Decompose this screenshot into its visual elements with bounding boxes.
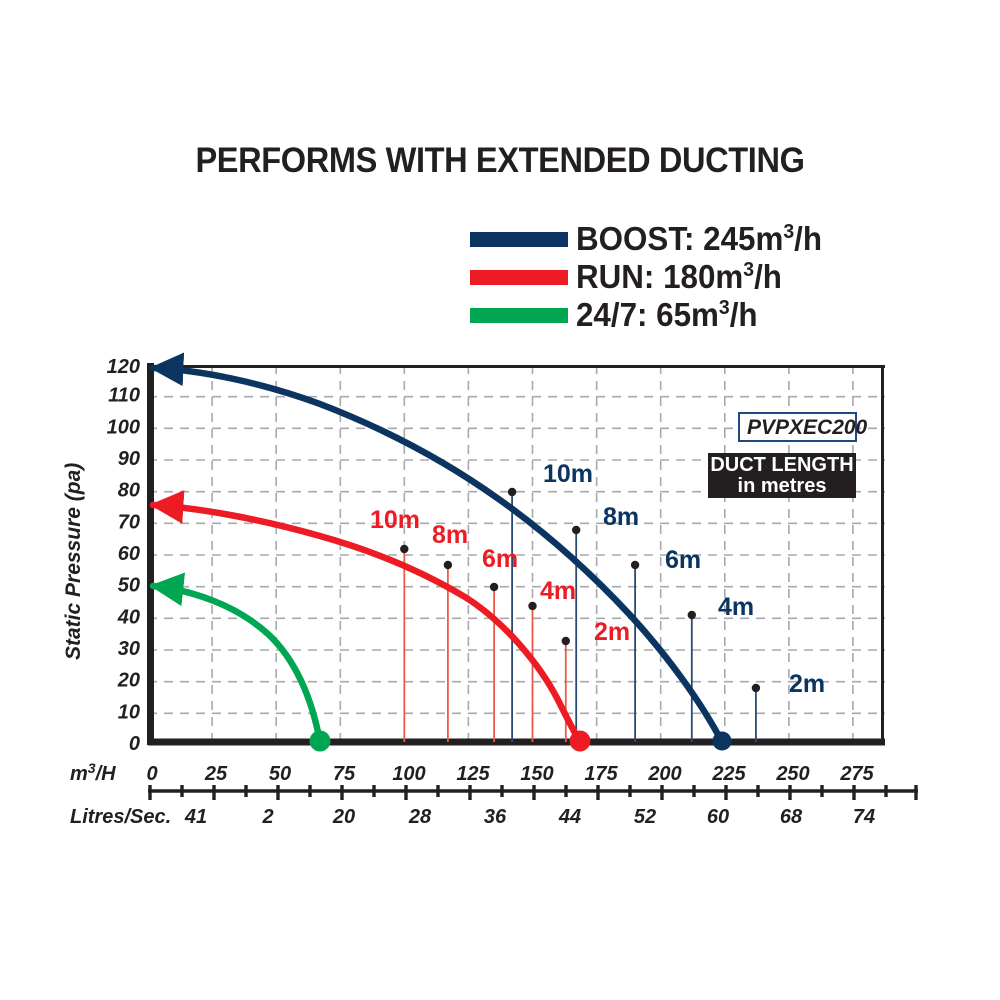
y-tick-60: 60 <box>118 543 140 565</box>
duct-label-boost-10m: 10m <box>543 460 593 488</box>
x-axis-primary-label: m3/H <box>70 760 116 785</box>
chart-legend: BOOST: 245m3/h RUN: 180m3/h 24/7: 65m3/h <box>470 220 920 334</box>
duct-label-boost-4m: 4m <box>718 593 754 621</box>
x-tick-225: 225 <box>711 763 746 785</box>
model-badge: PVPXEC200 <box>738 412 868 442</box>
x-tick-200: 200 <box>647 763 681 785</box>
endpoint-boost <box>712 731 732 751</box>
y-tick-40: 40 <box>117 606 140 628</box>
y-tick-100: 100 <box>107 416 140 438</box>
y-tick-0: 0 <box>129 733 140 755</box>
duct-labels-run: 10m 8m 6m 4m 2m <box>370 506 630 646</box>
x-tick-150: 150 <box>520 763 553 785</box>
y-tick-110: 110 <box>108 385 140 407</box>
lps-tick-8: 68 <box>780 806 803 828</box>
x-tick-50: 50 <box>269 763 291 785</box>
series-boost <box>149 352 732 751</box>
lps-tick-9: 74 <box>853 806 875 828</box>
duct-legend-line1: DUCT LENGTH <box>710 454 853 476</box>
duct-label-boost-8m: 8m <box>603 503 639 531</box>
lps-tick-3: 28 <box>408 806 432 828</box>
duct-legend-line2: in metres <box>738 475 827 497</box>
lps-tick-7: 60 <box>707 806 729 828</box>
legend-label-run: RUN: 180m3/h <box>576 258 782 295</box>
duct-label-run-6m: 6m <box>482 545 518 573</box>
y-axis-title: Static Pressure (pa) <box>62 463 85 660</box>
x-axis-ruler <box>148 785 918 800</box>
x-tick-250: 250 <box>775 763 809 785</box>
curve-markers <box>400 487 761 693</box>
x-axis-primary-ticks: 0 25 50 75 100 125 150 175 200 225 250 2… <box>146 763 874 785</box>
legend-label-day: 24/7: 65m3/h <box>576 296 758 333</box>
lps-tick-6: 52 <box>634 806 656 828</box>
duct-label-boost-2m: 2m <box>789 670 825 698</box>
y-tick-30: 30 <box>118 638 140 660</box>
lps-tick-4: 36 <box>484 806 507 828</box>
legend-item-day: 24/7: 65m3/h <box>470 296 920 334</box>
model-badge-text: PVPXEC200 <box>747 416 868 439</box>
x-tick-25: 25 <box>204 763 228 785</box>
x-tick-75: 75 <box>333 763 356 785</box>
duct-labels-boost: 10m 8m 6m 4m 2m <box>543 460 825 698</box>
plot-frame <box>147 363 885 746</box>
legend-swatch-boost <box>470 231 568 247</box>
duct-label-run-8m: 8m <box>432 521 468 549</box>
page-title: PERFORMS WITH EXTENDED DUCTING <box>195 141 805 180</box>
duct-label-run-2m: 2m <box>594 618 630 646</box>
legend-label-boost: BOOST: 245m3/h <box>576 220 823 257</box>
legend-item-run: RUN: 180m3/h <box>470 258 920 296</box>
droplines-run <box>403 549 567 742</box>
endpoint-day <box>309 730 331 752</box>
x-axis-secondary-label: Litres/Sec. <box>70 806 171 828</box>
y-tick-20: 20 <box>117 670 140 692</box>
x-axis-secondary-ticks: 41 2 20 28 36 44 52 60 68 74 <box>184 806 875 828</box>
x-tick-125: 125 <box>456 763 490 785</box>
x-tick-0: 0 <box>146 763 157 785</box>
lps-tick-1: 2 <box>261 806 273 828</box>
y-tick-80: 80 <box>118 480 140 502</box>
legend-swatch-day <box>470 307 568 323</box>
endpoint-run <box>569 730 591 752</box>
lps-tick-5: 44 <box>558 806 581 828</box>
legend-item-boost: BOOST: 245m3/h <box>470 220 920 258</box>
x-tick-175: 175 <box>584 763 618 785</box>
x-tick-275: 275 <box>839 763 874 785</box>
duct-length-legend: DUCT LENGTH in metres <box>708 453 856 498</box>
y-tick-120: 120 <box>107 356 140 378</box>
y-tick-90: 90 <box>118 448 140 470</box>
duct-label-boost-6m: 6m <box>665 546 701 574</box>
x-tick-100: 100 <box>392 763 425 785</box>
lps-tick-0: 41 <box>184 806 207 828</box>
y-tick-50: 50 <box>118 575 140 597</box>
y-tick-70: 70 <box>118 511 140 533</box>
y-tick-10: 10 <box>118 701 140 723</box>
duct-label-run-4m: 4m <box>540 577 576 605</box>
series-day <box>149 572 331 752</box>
legend-swatch-run <box>470 269 568 285</box>
duct-label-run-10m: 10m <box>370 506 420 534</box>
y-axis-ticks: 0 10 20 30 40 50 60 70 80 90 100 110 120 <box>107 356 140 755</box>
series-run <box>149 490 591 752</box>
lps-tick-2: 20 <box>332 806 355 828</box>
